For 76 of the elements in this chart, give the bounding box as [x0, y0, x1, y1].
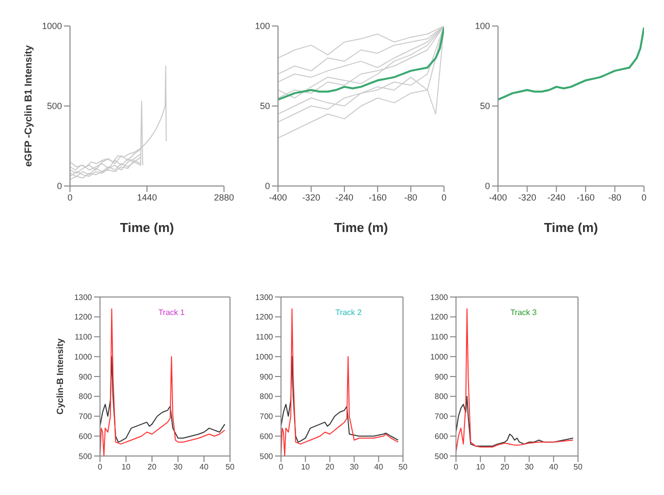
- y-tick-label: 1000: [42, 21, 62, 32]
- y-tick-label: 1200: [74, 312, 93, 322]
- y-axis-title: eGFP -Cyclin B1 Intensity: [24, 44, 35, 167]
- y-tick-label: 1200: [255, 312, 274, 322]
- x-axis-title: Time (m): [120, 220, 174, 235]
- x-tick-label: 0: [454, 462, 459, 472]
- x-tick-label: 10: [122, 462, 131, 472]
- y-tick-label: 0: [484, 181, 490, 192]
- y-tick-label: 600: [434, 432, 449, 441]
- y-tick-label: 800: [434, 392, 449, 402]
- x-tick-label: -240: [547, 192, 566, 202]
- y-tick-label: 500: [78, 452, 93, 461]
- x-tick-label: 40: [549, 462, 559, 472]
- text: Track 1: [157, 308, 186, 317]
- text: Track 3: [509, 308, 538, 317]
- y-tick-label: 0: [56, 181, 62, 192]
- x-tick-label: 30: [524, 462, 534, 472]
- x-axis-title: Time (m): [544, 220, 598, 235]
- x-tick-label: -160: [576, 192, 595, 202]
- x-tick-label: 50: [226, 462, 235, 472]
- x-tick-label: 20: [500, 462, 510, 472]
- x-tick-label: 0: [98, 462, 103, 472]
- y-tick-label: 1000: [74, 352, 93, 362]
- y-tick-label: 1100: [430, 332, 449, 342]
- x-tick-label: 0: [278, 462, 284, 472]
- x-tick-label: 0: [67, 192, 73, 202]
- y-tick-label: 900: [434, 372, 449, 382]
- y-tick-label: 1100: [256, 332, 274, 342]
- y-tick-label: 1100: [74, 332, 93, 342]
- y-tick-label: 500: [260, 452, 274, 461]
- x-tick-label: 30: [350, 462, 360, 472]
- y-tick-label: 800: [78, 392, 93, 402]
- y-tick-label: 900: [78, 372, 93, 382]
- y-tick-label: 100: [474, 21, 490, 32]
- x-tick-label: 40: [374, 462, 384, 472]
- y-tick-label: 700: [260, 412, 274, 422]
- x-tick-label: 30: [174, 462, 183, 472]
- y-tick-label: 1000: [255, 352, 274, 362]
- x-tick-label: -400: [488, 192, 508, 202]
- y-tick-label: 700: [434, 412, 449, 422]
- y-tick-label: 1300: [74, 292, 93, 302]
- x-axis-title: Time (m): [334, 220, 388, 235]
- x-tick-label: -400: [268, 192, 288, 202]
- x-tick-label: -320: [302, 192, 320, 202]
- x-tick-label: -240: [335, 192, 354, 202]
- y-tick-label: 500: [46, 101, 62, 112]
- x-tick-label: 1440: [136, 192, 158, 202]
- y-tick-label: 1300: [430, 292, 449, 302]
- x-tick-label: -80: [404, 192, 418, 202]
- x-tick-label: -160: [368, 192, 387, 202]
- x-tick-label: 50: [398, 462, 408, 472]
- x-tick-label: -320: [518, 192, 536, 202]
- y-tick-label: 800: [260, 392, 274, 402]
- y-axis-title: Cyclin-B Intensity: [55, 338, 66, 415]
- x-tick-label: 50: [574, 462, 583, 472]
- x-tick-label: 2880: [214, 192, 234, 202]
- x-tick-label: 10: [300, 462, 310, 472]
- y-tick-label: 1000: [430, 352, 449, 362]
- text: Track 2: [334, 308, 363, 317]
- x-tick-label: -80: [608, 192, 622, 202]
- y-tick-label: 900: [260, 372, 274, 382]
- x-tick-label: 20: [148, 462, 157, 472]
- y-tick-label: 50: [260, 101, 270, 112]
- y-tick-label: 50: [480, 101, 490, 112]
- y-tick-label: 600: [260, 432, 274, 441]
- x-tick-label: 10: [476, 462, 486, 472]
- y-tick-label: 700: [78, 412, 93, 422]
- y-tick-label: 1300: [255, 292, 274, 302]
- x-tick-label: 40: [200, 462, 209, 472]
- y-tick-label: 1200: [430, 312, 449, 322]
- x-tick-label: 0: [641, 192, 647, 202]
- y-tick-label: 600: [78, 432, 93, 441]
- y-tick-label: 100: [254, 21, 270, 32]
- x-tick-label: 20: [325, 462, 335, 472]
- y-tick-label: 500: [434, 452, 449, 461]
- y-tick-label: 0: [264, 181, 270, 192]
